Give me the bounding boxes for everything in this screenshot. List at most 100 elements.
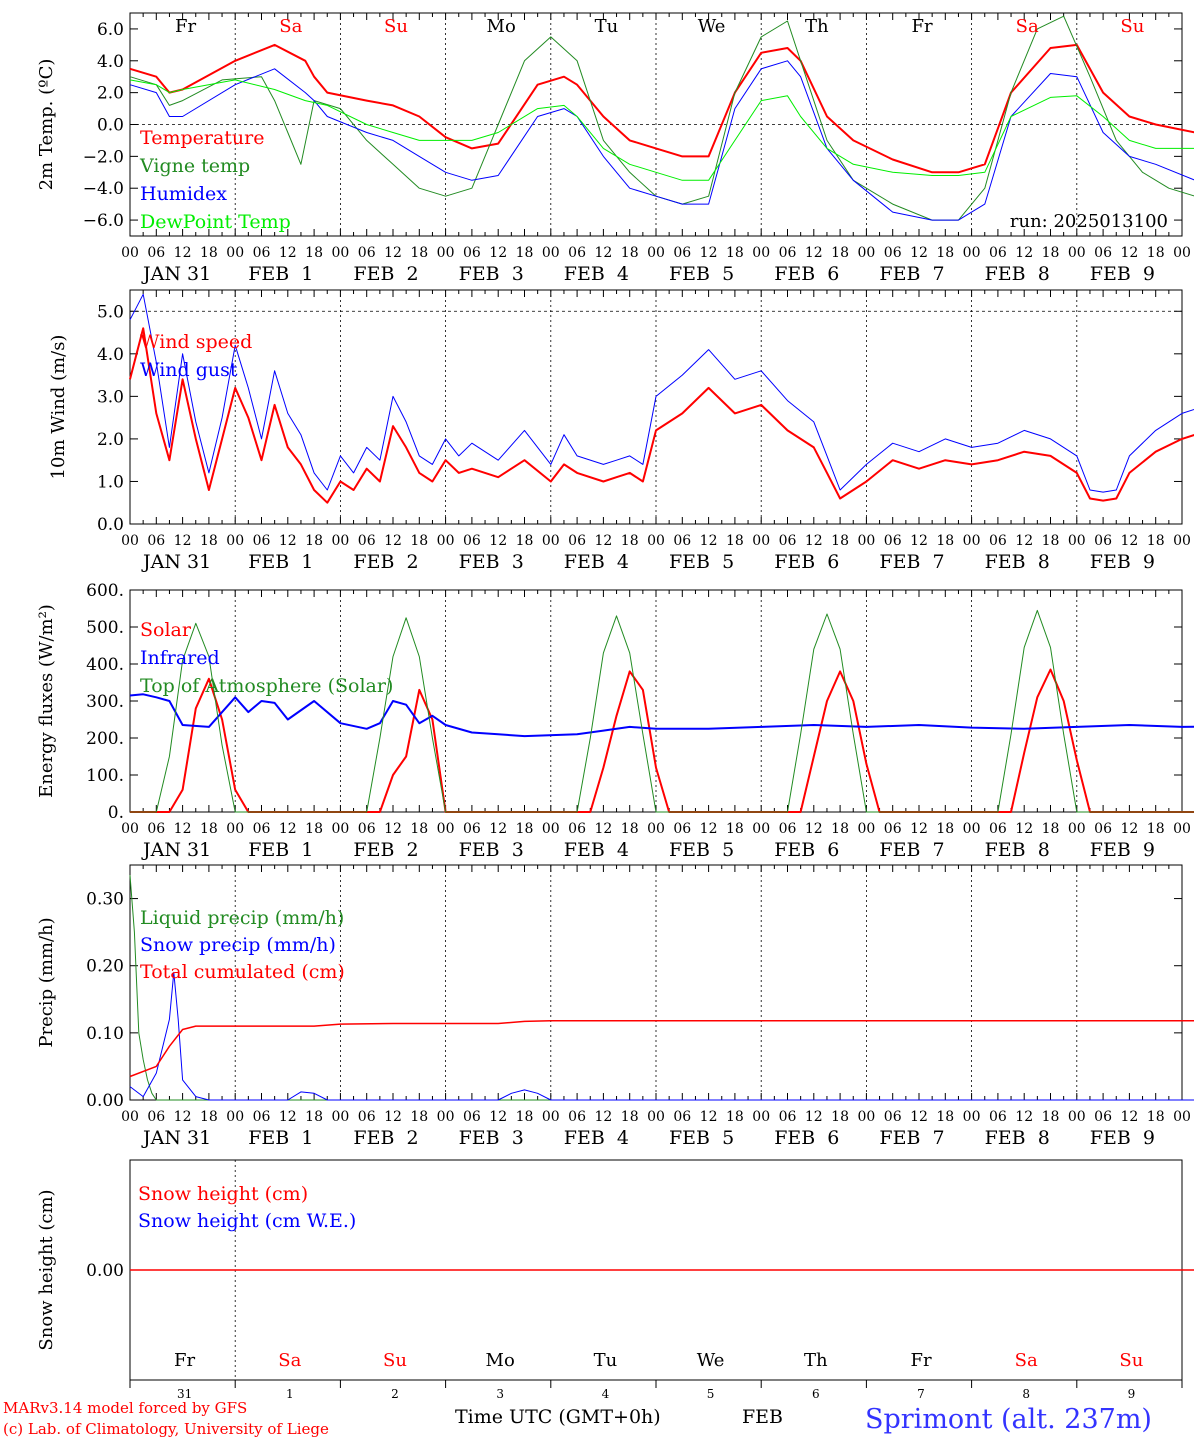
hour-label: 00	[437, 533, 455, 549]
weekday-label: Tu	[594, 1350, 618, 1371]
hour-label: 00	[542, 533, 560, 549]
hour-label: 06	[253, 821, 271, 837]
y-tick-label: 100.	[86, 766, 124, 786]
hour-label: 12	[279, 533, 297, 549]
hour-label: 06	[147, 533, 165, 549]
date-label: FEB 2	[353, 551, 418, 573]
hour-label: 00	[437, 245, 455, 261]
day-number-label: 2	[391, 1387, 399, 1401]
hour-label: 06	[779, 821, 797, 837]
hour-label: 18	[936, 245, 954, 261]
weekday-label: We	[698, 16, 726, 37]
hour-label: 12	[910, 533, 928, 549]
y-tick-label: 1.0	[97, 472, 124, 492]
flux-panel: 0. 100. 200. 300. 400. 500. 600. Energy fluxes …	[36, 581, 1194, 861]
temp-panel: −6.0 −4.0 −2.0 0.0 2.0 4.0 6.0 2m Temp. (ºC) Tem…	[36, 12, 1194, 285]
day-number-label: 6	[812, 1387, 820, 1401]
date-label: JAN 31	[141, 1127, 211, 1149]
footer-station: Sprimont (alt. 237m)	[865, 1404, 1152, 1435]
hour-label: 18	[305, 1109, 323, 1125]
hour-label: 06	[253, 245, 271, 261]
y-tick-label: 2.0	[97, 84, 124, 104]
hour-label: 06	[989, 821, 1007, 837]
hour-label: 06	[358, 533, 376, 549]
hour-label: 06	[1094, 533, 1112, 549]
hour-label: 18	[1042, 821, 1060, 837]
temp-legend-entry: DewPoint Temp	[140, 211, 291, 233]
weekday-label: Fr	[911, 16, 932, 37]
hour-label: 00	[331, 533, 349, 549]
panels: −6.0 −4.0 −2.0 0.0 2.0 4.0 6.0 2m Temp. (ºC) Tem…	[36, 12, 1194, 1401]
hour-label: 00	[647, 1109, 665, 1125]
hour-label: 12	[174, 245, 192, 261]
hour-label: 12	[910, 1109, 928, 1125]
precip-series-line	[129, 875, 1194, 1101]
y-tick-label: 0.20	[86, 957, 124, 977]
hour-label: 06	[673, 821, 691, 837]
hour-label: 12	[594, 245, 612, 261]
hour-label: 06	[463, 821, 481, 837]
hour-label: 18	[726, 245, 744, 261]
footer-copyright: (c) Lab. of Climatology, University of L…	[3, 1420, 329, 1438]
day-number-label: 8	[1022, 1387, 1030, 1401]
hour-label: 12	[1015, 821, 1033, 837]
date-label: FEB 8	[985, 551, 1050, 573]
date-label: FEB 1	[248, 551, 313, 573]
date-label: FEB 9	[1090, 839, 1155, 861]
hour-label: 00	[226, 533, 244, 549]
hour-label: 18	[410, 533, 428, 549]
hour-label: 18	[936, 821, 954, 837]
snow-y-axis-label: Snow height (cm)	[36, 1189, 57, 1350]
y-tick-label: −2.0	[83, 147, 124, 167]
hour-label: 18	[726, 821, 744, 837]
date-label: FEB 8	[985, 1127, 1050, 1149]
date-label: FEB 7	[879, 1127, 944, 1149]
hour-label: 06	[568, 821, 586, 837]
precip-legend-entry: Liquid precip (mm/h)	[140, 907, 344, 929]
hour-label: 18	[621, 1109, 639, 1125]
hour-label: 12	[1120, 245, 1138, 261]
hour-label: 18	[200, 1109, 218, 1125]
hour-label: 18	[936, 1109, 954, 1125]
y-tick-label: 500.	[86, 618, 124, 638]
hour-label: 12	[594, 821, 612, 837]
hour-label: 06	[884, 533, 902, 549]
hour-label: 00	[752, 245, 770, 261]
hour-label: 18	[410, 1109, 428, 1125]
snow-legend-entry: Snow height (cm W.E.)	[138, 1210, 356, 1232]
hour-label: 06	[989, 533, 1007, 549]
date-label: FEB 4	[564, 263, 629, 285]
hour-label: 18	[621, 245, 639, 261]
hour-label: 18	[516, 245, 534, 261]
y-tick-label: 600.	[86, 581, 124, 601]
hour-label: 00	[1173, 821, 1191, 837]
day-number-label: 31	[177, 1387, 192, 1401]
y-tick-label: 4.0	[97, 52, 124, 72]
day-number-label: 3	[496, 1387, 504, 1401]
wind-series-line	[129, 293, 1194, 493]
y-tick-label: 0.00	[86, 1261, 124, 1281]
hour-label: 18	[726, 533, 744, 549]
y-tick-label: 5.0	[97, 302, 124, 322]
hour-label: 00	[963, 245, 981, 261]
y-tick-label: 3.0	[97, 387, 124, 407]
hour-label: 12	[700, 821, 718, 837]
hour-label: 18	[305, 533, 323, 549]
hour-label: 00	[437, 1109, 455, 1125]
hour-label: 18	[305, 245, 323, 261]
day-number-label: 1	[286, 1387, 294, 1401]
precip-series-line	[129, 1020, 1194, 1078]
precip-legend-entry: Snow precip (mm/h)	[140, 934, 336, 956]
hour-label: 18	[621, 533, 639, 549]
date-label: FEB 1	[248, 263, 313, 285]
hour-label: 18	[1147, 1109, 1165, 1125]
hour-label: 06	[673, 245, 691, 261]
temp-legend-entry: Vigne temp	[139, 155, 250, 177]
date-label: FEB 2	[353, 839, 418, 861]
hour-label: 18	[516, 533, 534, 549]
weekday-label: Su	[383, 1350, 407, 1371]
precip-y-axis-label: Precip (mm/h)	[36, 917, 57, 1047]
hour-label: 12	[910, 821, 928, 837]
hour-label: 06	[884, 245, 902, 261]
